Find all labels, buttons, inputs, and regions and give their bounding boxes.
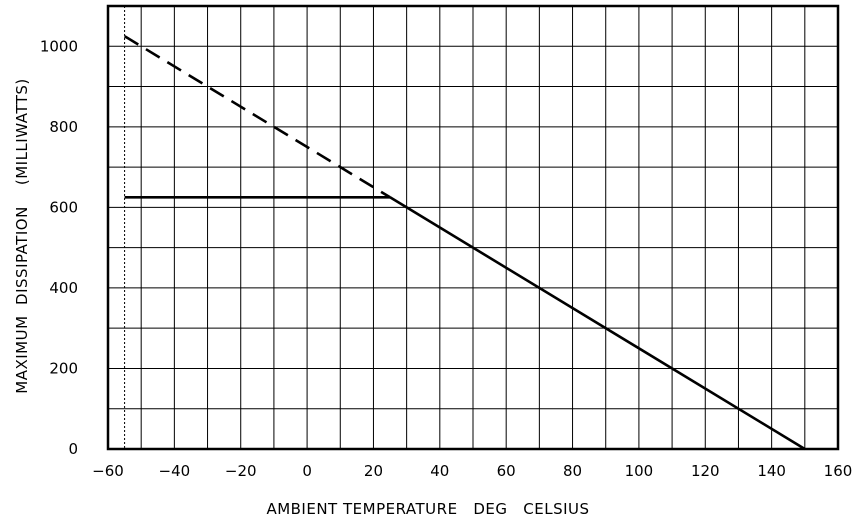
series-layer xyxy=(123,35,806,451)
y-tick-label: 200 xyxy=(49,359,78,377)
x-tick-label: −60 xyxy=(92,462,124,480)
y-tick-label: 600 xyxy=(49,198,78,216)
y-tick-label: 400 xyxy=(49,279,78,297)
x-tick-label: 160 xyxy=(824,462,853,480)
y-tick-label: 0 xyxy=(68,440,78,458)
x-axis-label: AMBIENT TEMPERATURE DEG CELSIUS xyxy=(266,500,589,518)
x-tick-label: 40 xyxy=(430,462,449,480)
x-tick-label: −20 xyxy=(225,462,257,480)
x-tick-label: 0 xyxy=(302,462,312,480)
x-tick-label: 80 xyxy=(563,462,582,480)
solid-series-line-2 xyxy=(389,196,806,451)
x-tick-label: 120 xyxy=(691,462,720,480)
x-tick-label: 100 xyxy=(625,462,654,480)
x-tick-label: 20 xyxy=(364,462,383,480)
x-tick-labels: −60 −40 −20 0 20 40 60 80 100 120 140 160 xyxy=(92,462,852,480)
y-tick-labels: 0 200 400 600 800 1000 xyxy=(40,37,78,458)
x-tick-label: 140 xyxy=(757,462,786,480)
dashed-series-line-0 xyxy=(123,35,391,199)
x-tick-label: 60 xyxy=(497,462,516,480)
y-tick-label: 1000 xyxy=(40,37,78,55)
y-axis-label: MAXIMUM DISSIPATION (MILLIWATTS) xyxy=(13,78,31,394)
x-tick-label: −40 xyxy=(159,462,191,480)
plot-frame xyxy=(106,4,840,451)
grid xyxy=(108,6,838,449)
y-tick-label: 800 xyxy=(49,118,78,136)
